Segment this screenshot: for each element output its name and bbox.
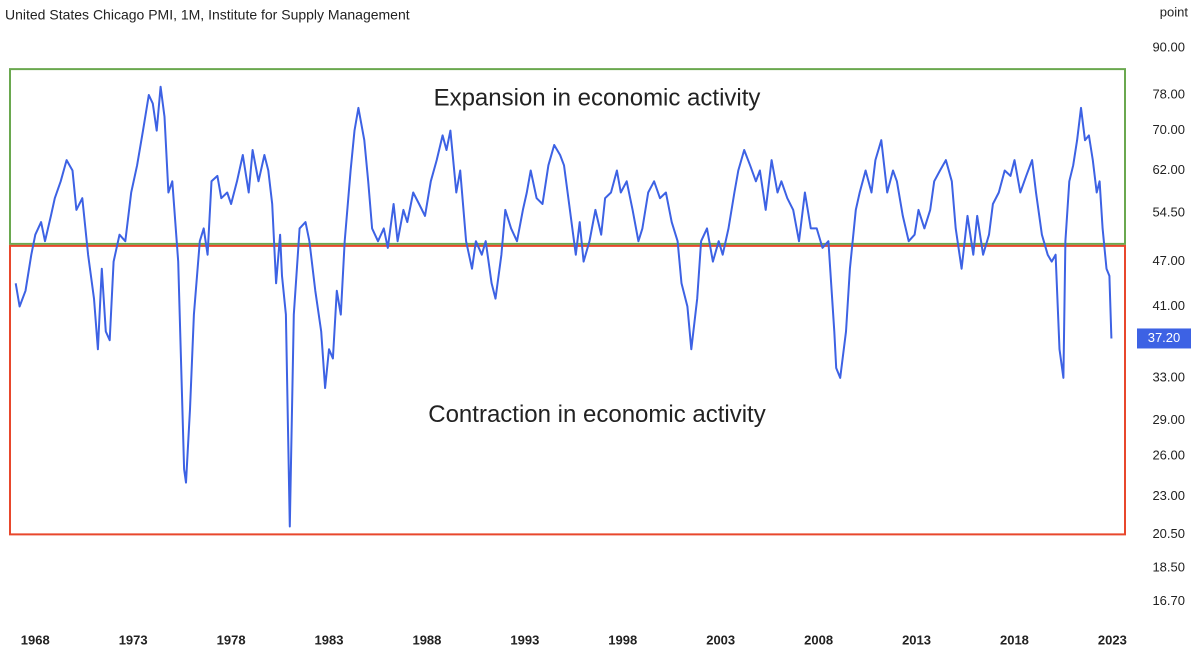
current-value-tag [1137,328,1191,349]
y-tick-label: 54.50 [1152,204,1185,219]
x-tick-label: 1993 [510,632,539,647]
y-tick-label: 18.50 [1152,560,1185,575]
y-tick-label: 90.00 [1152,39,1185,54]
x-tick-label: 2008 [804,632,833,647]
x-tick-label: 2003 [706,632,735,647]
y-tick-label: 62.00 [1152,162,1185,177]
current-value-label: 37.20 [1148,330,1181,345]
x-tick-label: 2013 [902,632,931,647]
y-axis-label: point [1160,4,1189,19]
y-tick-label: 78.00 [1152,86,1185,101]
y-tick-label: 41.00 [1152,298,1185,313]
chart-title: United States Chicago PMI, 1M, Institute… [5,7,410,23]
region-box [9,244,1126,536]
y-tick-label: 33.00 [1152,369,1185,384]
x-tick-label: 1983 [315,632,344,647]
x-tick-label: 1973 [119,632,148,647]
x-tick-label: 1968 [21,632,50,647]
y-tick-label: 47.00 [1152,253,1185,268]
y-tick-label: 20.50 [1152,526,1185,541]
x-tick-label: 1978 [217,632,246,647]
y-tick-label: 23.00 [1152,488,1185,503]
region-label: Contraction in economic activity [428,401,765,428]
x-tick-label: 1988 [412,632,441,647]
x-tick-label: 1998 [608,632,637,647]
region-label: Expansion in economic activity [434,84,761,111]
y-tick-label: 16.70 [1152,593,1185,608]
y-tick-label: 26.00 [1152,448,1185,463]
y-tick-label: 29.00 [1152,412,1185,427]
x-tick-label: 2018 [1000,632,1029,647]
y-tick-label: 70.00 [1152,122,1185,137]
region-box [9,68,1126,245]
pmi-line [14,85,1113,528]
x-tick-label: 2023 [1098,632,1127,647]
